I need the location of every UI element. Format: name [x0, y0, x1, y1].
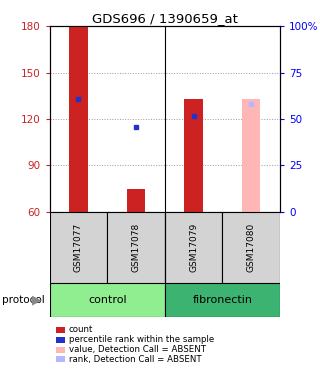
- Bar: [50, 212, 107, 283]
- Text: control: control: [88, 295, 126, 305]
- Text: protocol: protocol: [2, 295, 44, 305]
- Text: count: count: [69, 326, 93, 334]
- Bar: [165, 212, 222, 283]
- Text: GSM17080: GSM17080: [247, 223, 256, 272]
- Text: fibronectin: fibronectin: [192, 295, 252, 305]
- Text: rank, Detection Call = ABSENT: rank, Detection Call = ABSENT: [69, 355, 201, 364]
- Text: ▶: ▶: [32, 294, 42, 306]
- Bar: [50, 283, 165, 317]
- Text: percentile rank within the sample: percentile rank within the sample: [69, 335, 214, 344]
- Bar: [184, 99, 203, 212]
- Bar: [222, 212, 280, 283]
- Bar: [127, 189, 145, 212]
- Bar: [107, 212, 165, 283]
- Text: GSM17078: GSM17078: [132, 223, 140, 272]
- Bar: [242, 99, 260, 212]
- Text: GSM17079: GSM17079: [189, 223, 198, 272]
- Bar: [165, 283, 280, 317]
- Text: value, Detection Call = ABSENT: value, Detection Call = ABSENT: [69, 345, 206, 354]
- Bar: [69, 26, 88, 212]
- Text: GSM17077: GSM17077: [74, 223, 83, 272]
- Title: GDS696 / 1390659_at: GDS696 / 1390659_at: [92, 12, 238, 25]
